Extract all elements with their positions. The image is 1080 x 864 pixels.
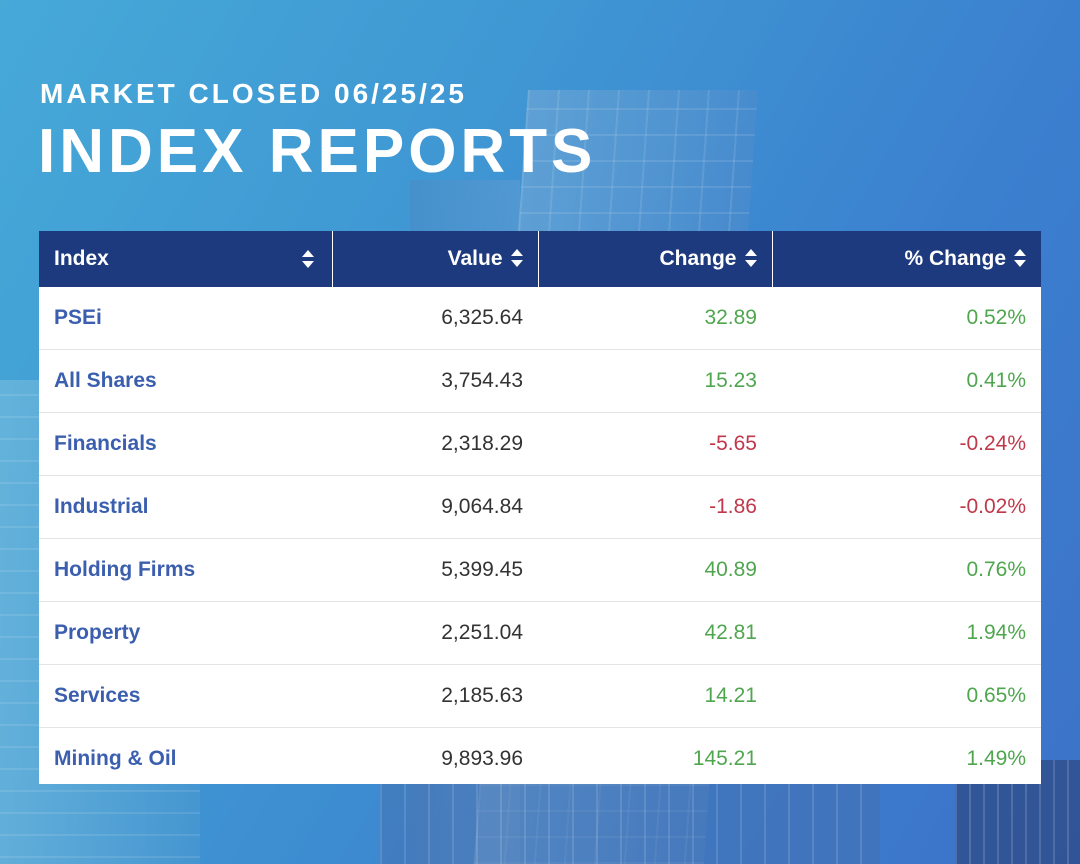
sort-icon[interactable]	[1014, 248, 1026, 268]
table-row: Property 2,251.04 42.81 1.94%	[39, 601, 1041, 665]
index-name-link[interactable]: PSEi	[54, 306, 102, 330]
index-name-link[interactable]: Mining & Oil	[54, 746, 177, 770]
index-value: 9,893.96	[441, 746, 523, 770]
index-name-link[interactable]: All Shares	[54, 369, 157, 393]
column-header-label: Value	[447, 247, 503, 270]
index-name-link[interactable]: Industrial	[54, 495, 149, 519]
column-header-label: % Change	[904, 247, 1006, 270]
column-header-pct-change[interactable]: % Change	[772, 231, 1041, 287]
table-row: Services 2,185.63 14.21 0.65%	[39, 664, 1041, 728]
table-row: Industrial 9,064.84 -1.86 -0.02%	[39, 476, 1041, 539]
column-header-change[interactable]: Change	[538, 231, 773, 287]
table-row: Holding Firms 5,399.45 40.89 0.76%	[39, 539, 1041, 602]
index-value: 2,185.63	[441, 683, 523, 707]
index-change: 14.21	[704, 683, 757, 707]
sort-icon[interactable]	[744, 248, 757, 268]
column-header-value[interactable]: Value	[332, 231, 539, 287]
table-row: Mining & Oil 9,893.96 145.21 1.49%	[39, 727, 1041, 790]
sort-icon[interactable]	[510, 248, 523, 268]
column-header-label: Change	[659, 247, 737, 270]
index-pct-change: 0.65%	[966, 683, 1026, 707]
sort-icon[interactable]	[301, 249, 314, 269]
table-row: All Shares 3,754.43 15.23 0.41%	[39, 350, 1041, 413]
index-pct-change: 0.41%	[966, 369, 1026, 393]
index-change: 40.89	[704, 558, 757, 581]
index-value: 3,754.43	[441, 369, 523, 393]
index-change: 145.21	[692, 746, 757, 770]
column-header-index[interactable]: Index	[39, 231, 333, 287]
table-row: Financials 2,318.29 -5.65 -0.24%	[39, 413, 1041, 476]
table-header-row: Index Value Change % Change	[39, 231, 1041, 287]
index-name-link[interactable]: Property	[54, 620, 141, 644]
index-value: 6,325.64	[441, 306, 523, 330]
index-name-link[interactable]: Services	[54, 683, 141, 707]
index-pct-change: -0.24%	[959, 432, 1026, 456]
index-pct-change: -0.02%	[959, 495, 1026, 519]
table-row: PSEi 6,325.64 32.89 0.52%	[39, 287, 1041, 350]
index-value: 9,064.84	[441, 495, 523, 519]
building-bottom	[380, 780, 880, 864]
index-name-link[interactable]: Holding Firms	[54, 558, 196, 581]
index-value: 5,399.45	[441, 558, 523, 581]
index-value: 2,318.29	[441, 432, 523, 456]
index-pct-change: 1.49%	[966, 746, 1026, 770]
index-pct-change: 1.94%	[966, 620, 1026, 644]
index-change: -5.65	[709, 432, 757, 456]
index-change: 32.89	[704, 306, 757, 330]
index-change: 42.81	[704, 620, 757, 644]
market-status: MARKET CLOSED 06/25/25	[40, 78, 467, 109]
page-title: INDEX REPORTS	[38, 117, 597, 186]
index-change: 15.23	[704, 369, 757, 393]
index-value: 2,251.04	[441, 620, 523, 644]
index-pct-change: 0.76%	[966, 558, 1026, 581]
index-table: Index Value Change % Change PSEi 6,325.6…	[39, 231, 1041, 784]
index-name-link[interactable]: Financials	[54, 432, 157, 456]
index-pct-change: 0.52%	[966, 306, 1026, 330]
index-change: -1.86	[709, 495, 757, 519]
column-header-label: Index	[54, 247, 109, 270]
